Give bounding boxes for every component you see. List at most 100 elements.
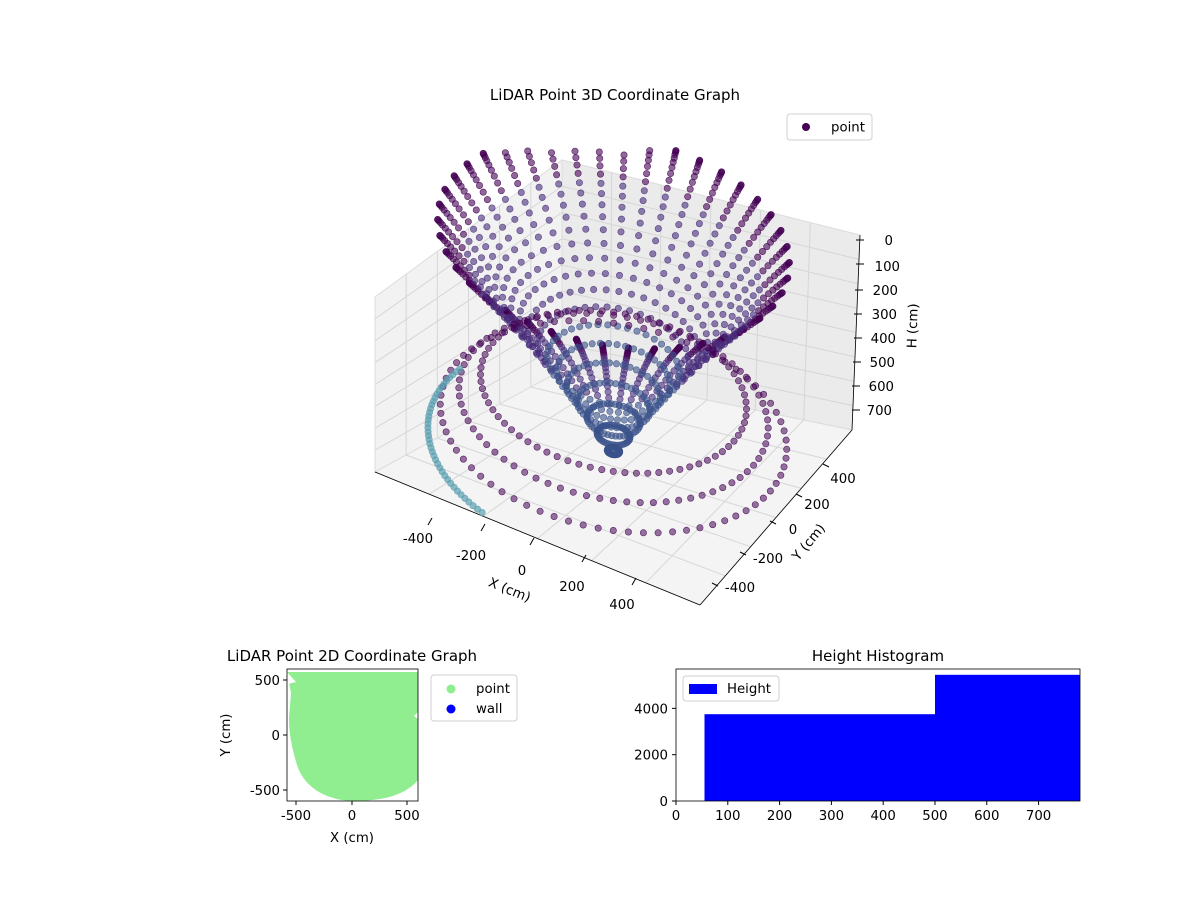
point-3d [478,385,486,393]
point-3d [549,337,557,345]
point-3d [437,409,445,417]
point-3d [600,240,608,248]
point-3d [553,453,561,461]
point-3d [619,361,627,369]
point-3d [596,339,604,347]
point-3d [532,314,540,322]
point-3d [455,376,463,384]
point-3d [576,375,584,383]
point-3d [685,358,693,366]
point-3d [460,257,468,265]
point-3d [489,406,497,414]
point-3d [491,329,499,337]
point-3d [596,494,604,502]
legend-3d-box [786,113,873,141]
point-3d [577,189,585,197]
histogram-bars [704,674,1080,801]
point-3d [573,161,581,169]
point-3d [687,304,695,312]
point-3d [610,311,618,319]
point-3d [742,398,750,406]
point-3d [748,259,756,267]
point-3d [483,441,491,449]
point-3d [738,384,746,392]
point-3d [476,370,484,378]
point-3d [658,340,666,348]
point-3d [528,343,536,351]
point-3d [684,284,692,292]
point-3d [620,151,628,159]
point-3d [579,521,587,529]
point-3d [617,228,625,236]
point-3d [448,233,456,241]
point-3d [524,292,532,300]
point-3d [535,183,543,191]
point-3d [451,200,459,208]
point-3d [575,306,583,314]
point-3d [612,360,620,368]
point-3d [629,274,637,282]
point-3d [482,243,490,251]
point-3d [576,323,584,331]
point-3d [663,184,671,192]
point-3d [686,325,694,333]
point-3d [604,388,612,396]
point-3d [571,255,579,263]
point-3d [638,369,646,377]
point-3d [477,377,485,385]
y-tick-2d: 0 [272,729,280,744]
point-3d [703,456,711,464]
point-3d [641,178,649,186]
point-3d [688,178,696,186]
point-3d [734,293,742,301]
z-axis-line [851,234,861,431]
point-3d [736,274,744,282]
point-3d [780,463,788,471]
point-3d [481,350,489,358]
point-3d [460,361,468,369]
point-3d [532,306,540,314]
point-3d [524,271,532,279]
point-3d [621,342,629,350]
point-3d [492,294,500,302]
point-3d [496,263,504,271]
legend-hist-label: Height [727,682,771,697]
point-3d [491,283,499,291]
point-3d [640,324,648,332]
point-3d [524,438,532,446]
point-3d [606,415,614,423]
point-3d [553,171,561,179]
point-3d [554,332,562,340]
point-3d [483,223,491,231]
x-tick-2d: -500 [281,809,311,824]
point-3d [456,262,464,270]
point-3d [592,303,600,311]
x-tick-3d: -400 [403,532,433,547]
point-3d [639,197,647,205]
z-tick-3d: 300 [872,308,897,323]
point-3d [575,179,583,187]
point-3d [700,354,708,362]
point-3d [467,464,475,472]
point-3d [712,329,720,337]
point-3d [556,291,564,299]
point-3d [487,333,495,341]
y-tick-2d: 500 [255,674,280,689]
point-3d [676,369,684,377]
point-3d [654,384,662,392]
point-3d [654,529,662,537]
point-3d [455,252,463,260]
point-3d [484,263,492,271]
point-3d [465,237,473,245]
point-3d [696,260,704,268]
point-3d [451,247,459,255]
point-3d [605,339,613,347]
point-3d [707,310,715,318]
point-3d [637,348,645,356]
point-3d [542,204,550,212]
point-3d [656,284,664,292]
point-3d [453,359,461,367]
point-3d [675,328,683,336]
point-3d [701,301,709,309]
